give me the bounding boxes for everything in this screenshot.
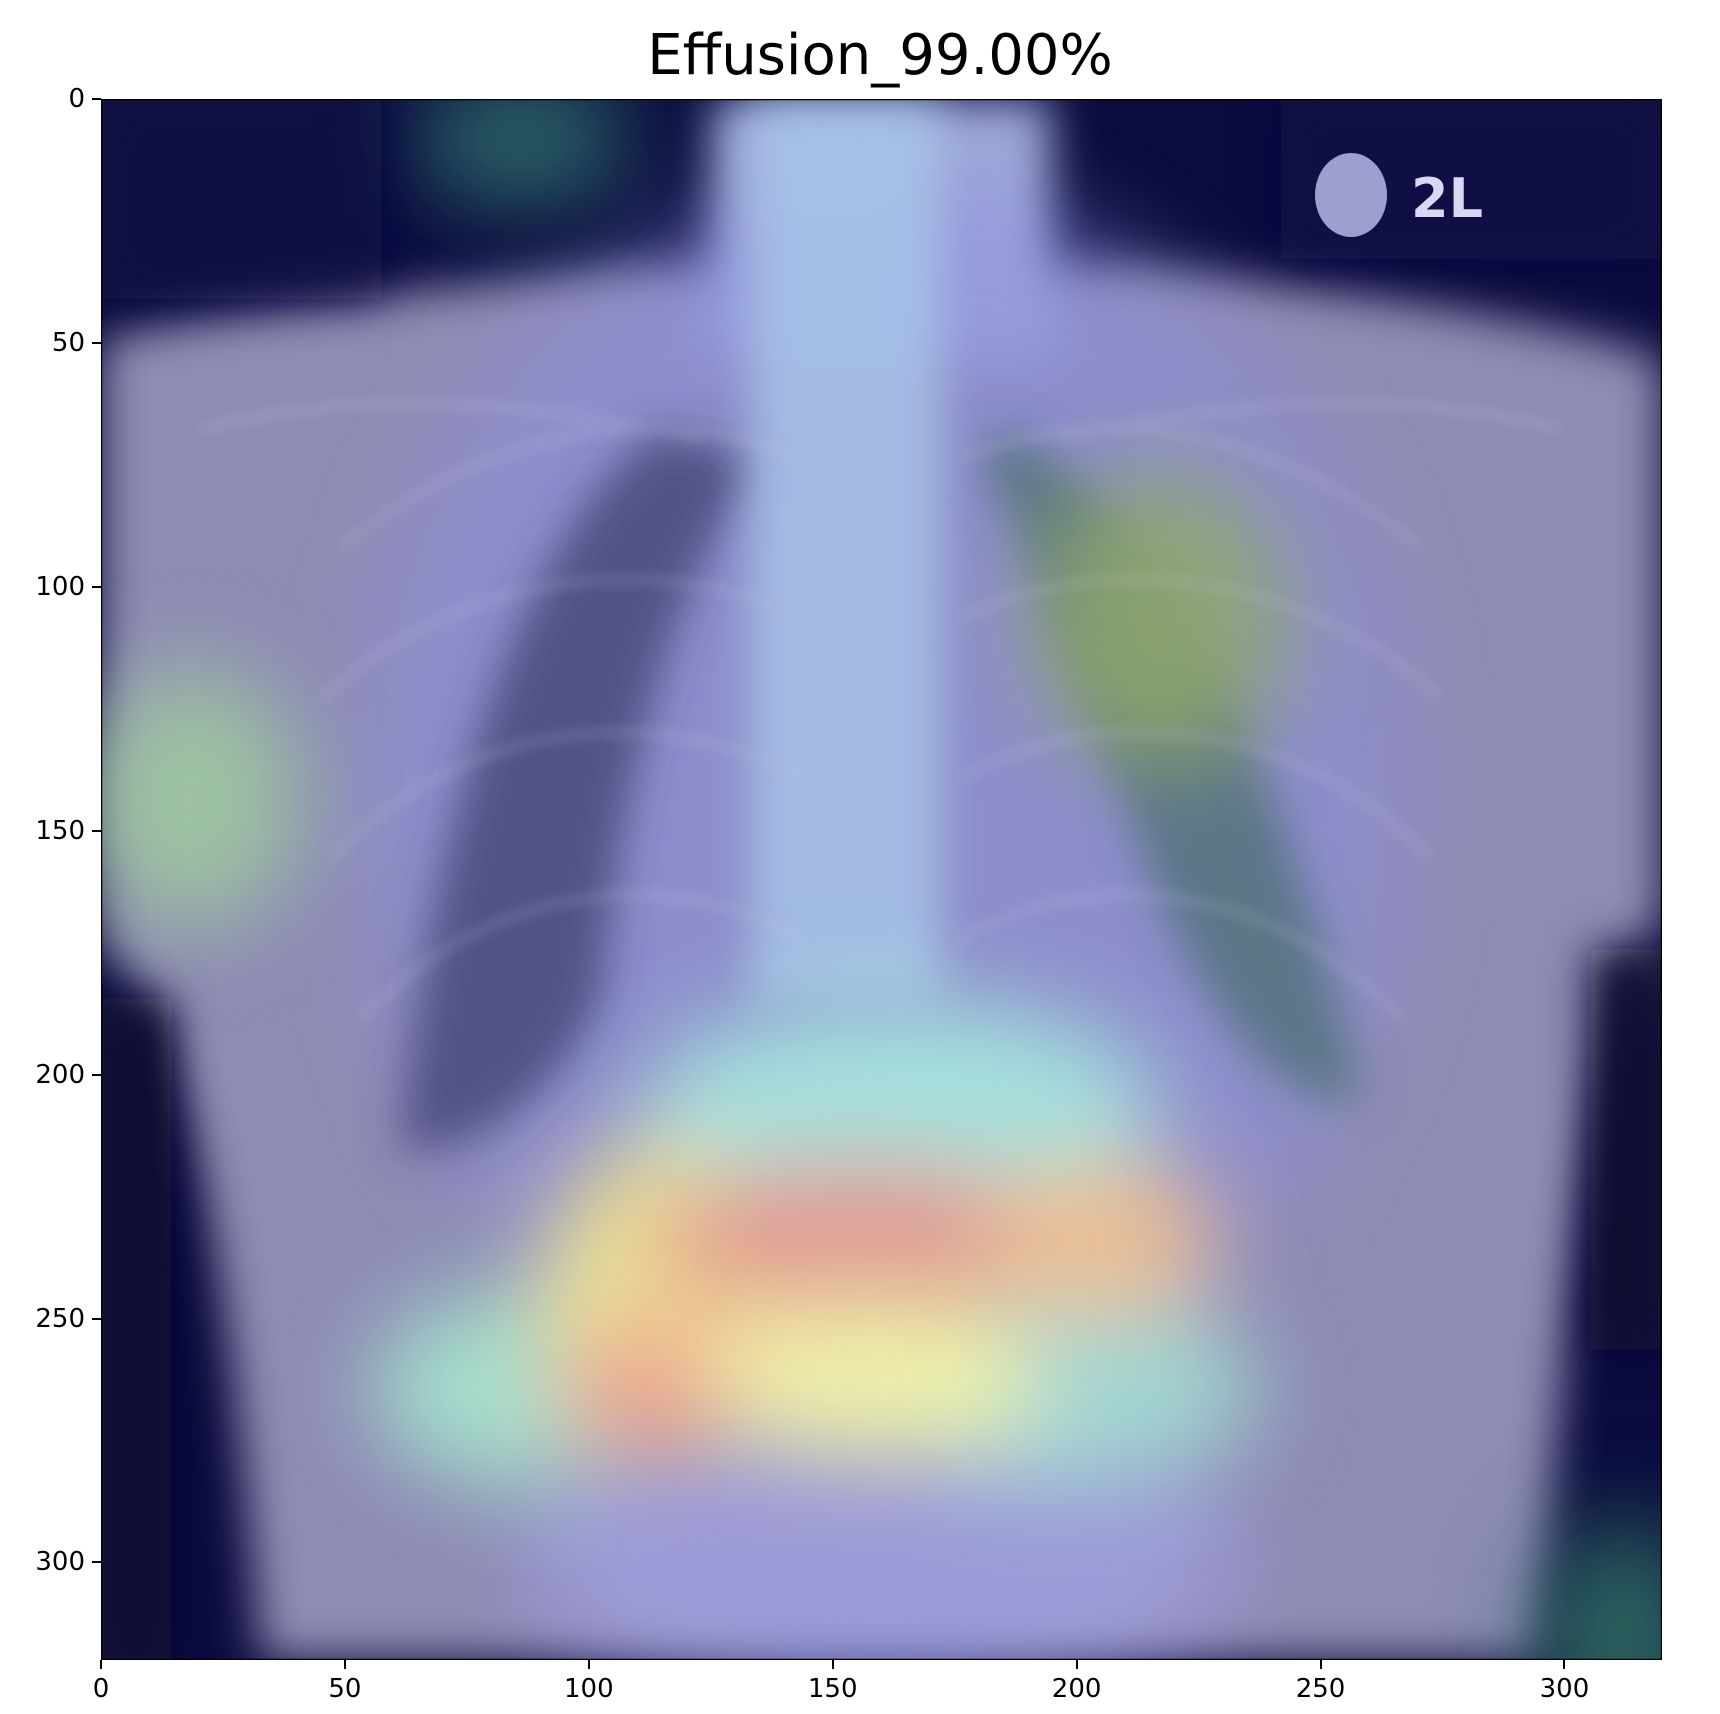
x-tick-mark: [587, 1660, 590, 1669]
x-tick-mark: [100, 1660, 102, 1669]
x-tick-mark: [1075, 1660, 1078, 1669]
xray-side-marker: 2L: [1315, 153, 1483, 237]
x-tick-label: 300: [1539, 1674, 1590, 1704]
figure-title: Effusion_99.00%: [647, 23, 1113, 88]
xray-heatmap-image: 2L: [101, 99, 1662, 1660]
y-tick-label: 0: [68, 84, 85, 114]
axes-frame: [101, 99, 1662, 1660]
y-tick-label: 50: [51, 327, 85, 358]
y-tick-mark: [92, 341, 101, 344]
x-tick-label: 250: [1295, 1674, 1346, 1704]
x-tick-label: 0: [92, 1674, 110, 1704]
y-tick-mark: [92, 829, 101, 832]
y-tick-label: 150: [35, 815, 85, 846]
y-tick-mark: [92, 1317, 101, 1320]
x-tick-mark: [831, 1660, 834, 1669]
y-tick-label: 300: [35, 1547, 85, 1578]
x-tick-label: 100: [563, 1674, 614, 1704]
x-tick-mark: [1319, 1660, 1322, 1669]
svg-text:2L: 2L: [1411, 167, 1483, 230]
x-tick-label: 50: [328, 1674, 362, 1704]
y-tick-label: 100: [35, 571, 85, 602]
y-tick-mark: [92, 98, 101, 100]
x-tick-label: 150: [807, 1674, 858, 1704]
image-plot: 2L: [101, 99, 1662, 1660]
y-tick-mark: [92, 1561, 101, 1564]
y-tick-label: 250: [35, 1303, 85, 1334]
x-tick-label: 200: [1051, 1674, 1102, 1704]
x-tick-mark: [1563, 1660, 1566, 1669]
y-tick-mark: [92, 585, 101, 588]
y-tick-label: 200: [35, 1059, 85, 1090]
y-tick-mark: [92, 1073, 101, 1076]
x-tick-mark: [343, 1660, 346, 1669]
